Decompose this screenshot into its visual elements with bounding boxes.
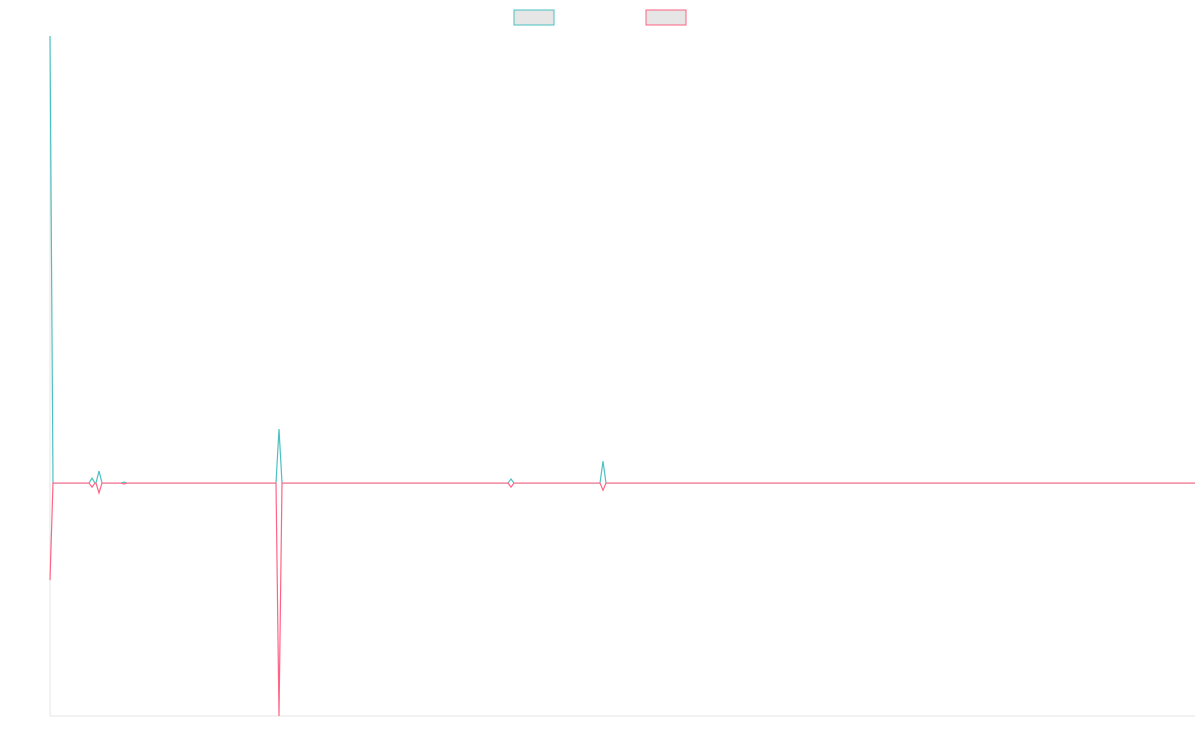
legend-swatch[interactable]	[645, 9, 687, 26]
series-line	[49, 35, 1195, 484]
legend-swatch[interactable]	[513, 9, 555, 26]
series-line	[49, 482, 1195, 717]
